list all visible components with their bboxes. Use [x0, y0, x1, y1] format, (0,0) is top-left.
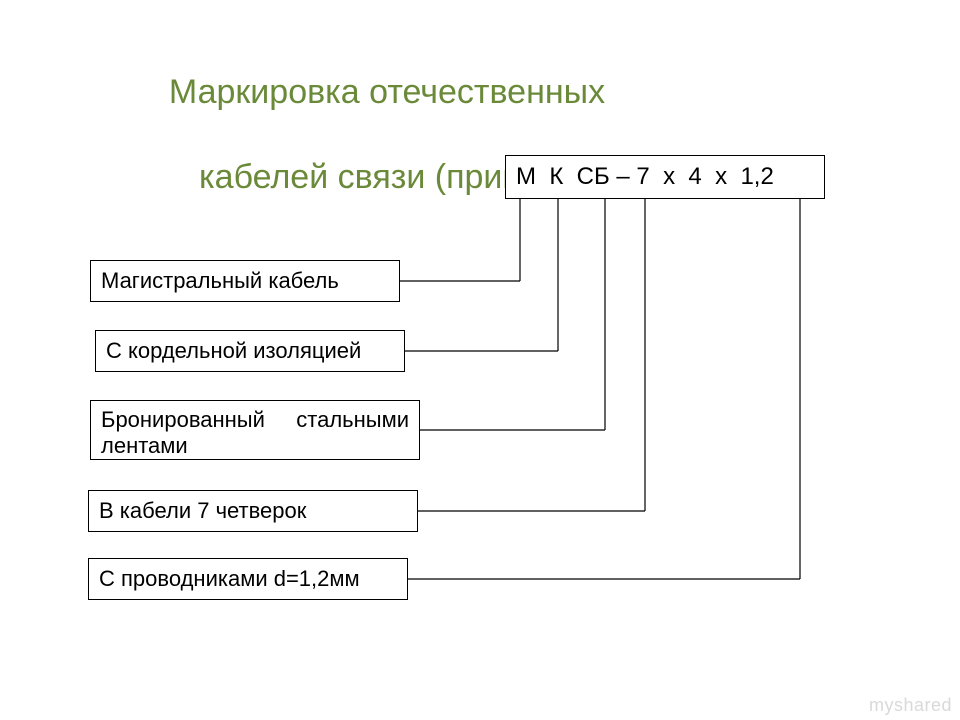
- desc-text-3: В кабели 7 четверок: [99, 498, 306, 524]
- desc-text-1: С кордельной изоляцией: [106, 338, 361, 364]
- desc-text-4: С проводниками d=1,2мм: [99, 566, 360, 592]
- cable-code-text: М К СБ – 7 х 4 х 1,2: [516, 163, 774, 191]
- watermark: myshared: [869, 695, 952, 716]
- desc-text-0: Магистральный кабель: [101, 268, 339, 294]
- title-line1: Маркировка отечественных: [169, 73, 605, 111]
- desc-box-0: Магистральный кабель: [90, 260, 400, 302]
- desc-box-1: С кордельной изоляцией: [95, 330, 405, 372]
- desc-box-2: Бронированный стальными лентами: [90, 400, 420, 460]
- desc-box-3: В кабели 7 четверок: [88, 490, 418, 532]
- cable-code-box: М К СБ – 7 х 4 х 1,2: [505, 155, 825, 199]
- desc-text-2: Бронированный стальными лентами: [101, 407, 409, 460]
- desc-box-4: С проводниками d=1,2мм: [88, 558, 408, 600]
